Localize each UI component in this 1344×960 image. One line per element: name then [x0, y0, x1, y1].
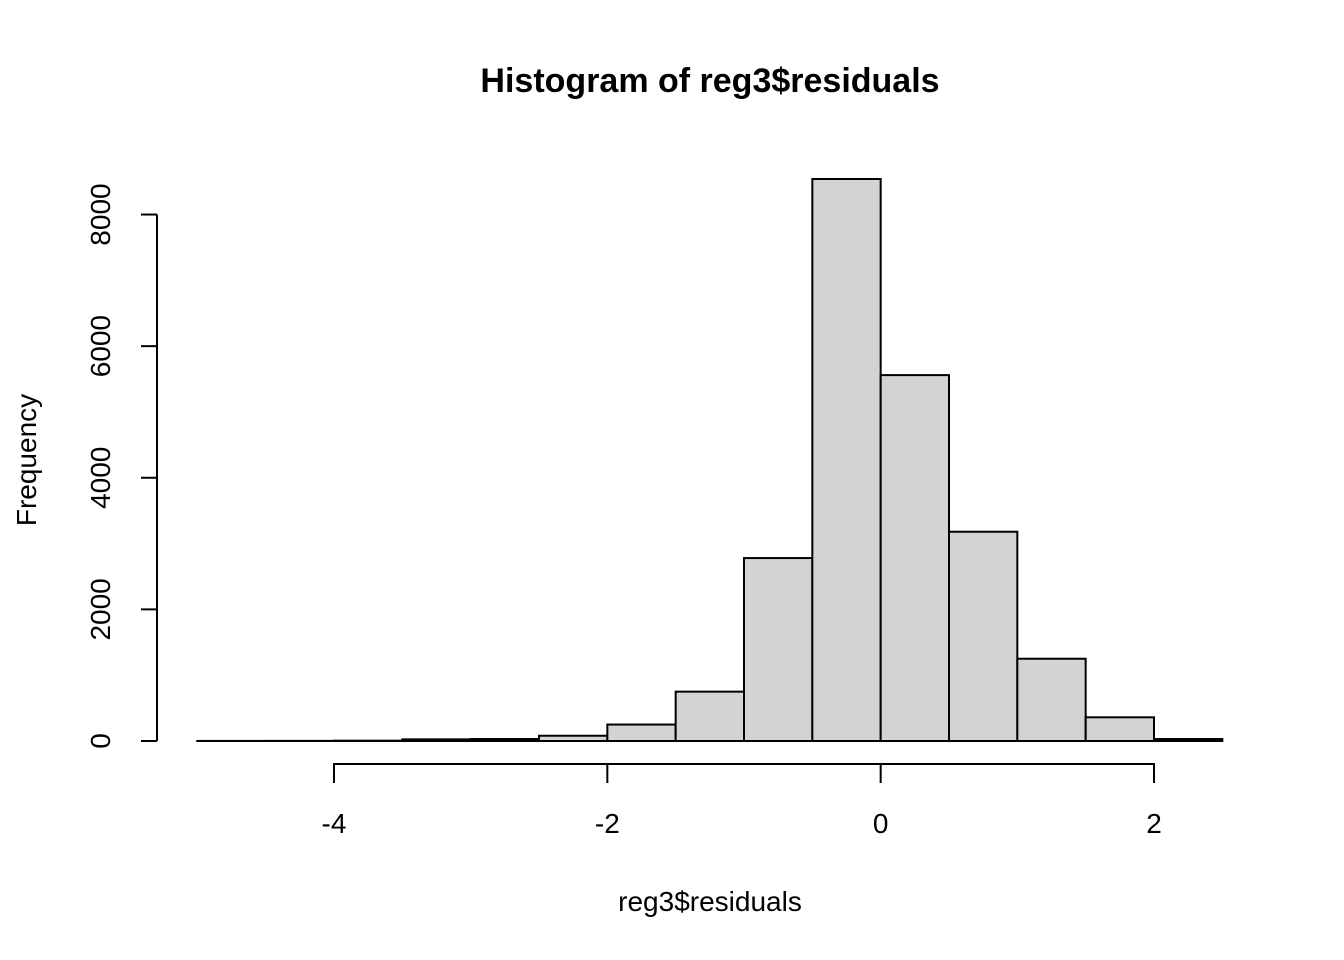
- y-axis-label: Frequency: [11, 394, 42, 526]
- histogram-bar: [674, 690, 746, 743]
- x-tick-label: 2: [1146, 808, 1162, 839]
- histogram-bar: [469, 738, 540, 742]
- histogram-bar: [1153, 738, 1224, 742]
- histogram-bar: [879, 374, 951, 742]
- histogram-bar: [948, 530, 1019, 742]
- histogram-bar: [538, 734, 609, 742]
- histogram-bar: [1084, 716, 1155, 743]
- x-tick-label: -4: [322, 808, 347, 839]
- y-tick-label: 6000: [85, 315, 116, 377]
- y-tick-label: 0: [85, 733, 116, 749]
- histogram-bar: [606, 723, 677, 743]
- y-tick-label: 8000: [85, 183, 116, 245]
- histogram-bar: [811, 178, 882, 742]
- x-axis: -4 -2 0 2: [322, 763, 1162, 839]
- chart-title: Histogram of reg3$residuals: [480, 62, 939, 100]
- x-axis-label: reg3$residuals: [618, 886, 802, 917]
- histogram-bar: [1016, 657, 1087, 743]
- x-tick-label: -2: [595, 808, 620, 839]
- y-tick-label: 4000: [85, 447, 116, 509]
- y-axis: 0 2000 4000 6000 8000: [85, 183, 158, 749]
- y-tick-label: 2000: [85, 578, 116, 640]
- x-tick-label: 0: [873, 808, 889, 839]
- histogram-bar: [743, 557, 814, 743]
- histogram-bars: [196, 178, 1224, 743]
- histogram-bar: [401, 738, 472, 742]
